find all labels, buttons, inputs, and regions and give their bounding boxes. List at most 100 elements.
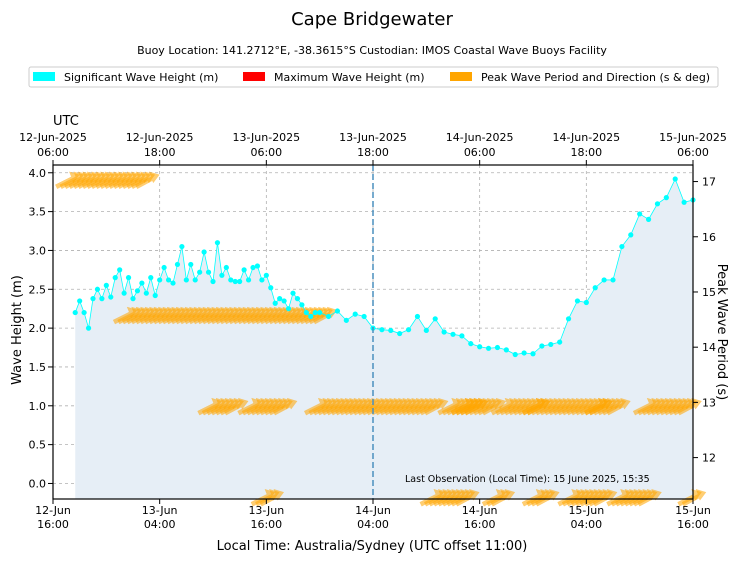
hs-point [388, 327, 394, 334]
hs-point [77, 298, 83, 304]
hs-point [108, 294, 114, 300]
period-arrow [490, 488, 516, 507]
top-tick-time: 06:00 [37, 146, 69, 159]
hs-point [81, 309, 87, 316]
hs-point [148, 275, 154, 281]
hs-point [308, 313, 314, 320]
hs-point [85, 325, 92, 331]
hs-point [423, 327, 429, 334]
hs-point [334, 308, 341, 314]
y2-tick-label: 16 [702, 231, 716, 244]
hs-point [228, 277, 234, 283]
top-tick-date: 12-Jun-2025 [126, 131, 194, 144]
hs-point [565, 316, 572, 322]
hs-point [539, 343, 545, 349]
hs-point [352, 311, 358, 317]
hs-point [112, 275, 118, 281]
period-arrows [54, 171, 707, 507]
hs-point [450, 331, 456, 337]
hs-point [325, 313, 332, 320]
hs-point [294, 296, 301, 302]
hs-point [143, 290, 149, 296]
hs-point [125, 275, 132, 281]
period-arrow [134, 171, 160, 190]
top-tick-date: 14-Jun-2025 [552, 131, 620, 144]
hs-point [494, 344, 501, 351]
period-arrow [592, 488, 618, 507]
y-axis-label: Wave Height (m) [10, 275, 25, 385]
hs-point [223, 264, 229, 271]
y-tick-label: 2.0 [29, 322, 47, 335]
legend-swatch-period [450, 72, 472, 81]
hs-point [152, 292, 158, 299]
top-axis: 12-Jun-2025 06:00 12-Jun-2025 18:00 13-Jun-2… [19, 131, 727, 165]
period-arrow [454, 488, 480, 507]
top-tick-date: 13-Jun-2025 [339, 131, 407, 144]
hs-point [99, 296, 105, 302]
hs-point [165, 277, 172, 283]
hs-point [405, 327, 412, 333]
period-arrow [637, 488, 662, 507]
top-tick-date: 15-Jun-2025 [659, 131, 727, 144]
hs-point [130, 296, 136, 302]
hs-point [161, 264, 167, 271]
y-tick-label: 0.0 [29, 477, 47, 490]
hs-point [254, 263, 261, 269]
hs-point [134, 288, 141, 294]
hs-point [241, 267, 247, 273]
hs-point [259, 277, 265, 283]
hs-point [268, 285, 274, 291]
hs-point [574, 298, 581, 304]
hs-point [201, 249, 207, 255]
period-arrow [534, 488, 560, 507]
y2-tick-label: 17 [702, 176, 716, 189]
hs-point [72, 309, 78, 316]
hs-point [468, 341, 474, 347]
hs-point [503, 347, 509, 353]
hs-point [188, 261, 194, 268]
hs-point [121, 290, 127, 296]
x-tick-time: 16:00 [37, 518, 69, 531]
y-axis: 0.0 0.5 1.0 1.5 2.0 2.5 3.0 3.5 4.0 [29, 167, 53, 490]
hs-point [592, 285, 598, 291]
hs-point [343, 317, 349, 323]
y-tick-label: 4.0 [29, 167, 47, 180]
hs-point [299, 302, 305, 308]
hs-point [210, 278, 216, 285]
hs-point [290, 290, 296, 296]
hs-point [610, 277, 616, 283]
x-axis: 12-Jun16:0013-Jun04:0013-Jun16:0014-Jun0… [35, 499, 711, 531]
hs-point [548, 341, 554, 348]
hs-point [379, 327, 385, 333]
hs-point [219, 272, 225, 278]
hs-point [245, 277, 252, 283]
hs-point [557, 339, 563, 345]
hs-point [521, 350, 527, 356]
y2-axis-label: Peak Wave Period (s) [714, 264, 729, 400]
x-tick-time: 16:00 [677, 518, 709, 531]
hs-point [272, 300, 278, 306]
x-tick-time: 16:00 [250, 518, 282, 531]
hs-point [485, 345, 492, 351]
hs-point [654, 201, 661, 207]
top-tick-time: 18:00 [357, 146, 389, 159]
x-tick-time: 16:00 [464, 518, 496, 531]
y2-tick-label: 15 [702, 286, 716, 299]
hs-point [601, 277, 607, 283]
legend-swatch-hmax [243, 72, 265, 81]
hs-point [512, 351, 518, 358]
y2-tick-label: 12 [702, 452, 716, 465]
hs-point [530, 351, 536, 357]
hs-point [179, 243, 185, 250]
hs-point [637, 211, 643, 217]
last-observation-note: Last Observation (Local Time): 15 June 2… [405, 474, 650, 485]
x-tick-date: 15-Jun [568, 504, 604, 517]
hs-point [263, 272, 269, 278]
hs-point [94, 286, 101, 292]
y-tick-label: 0.5 [29, 439, 47, 452]
hs-point [205, 269, 212, 275]
hs-point [281, 298, 287, 304]
period-arrow [223, 397, 249, 416]
hs-point [397, 330, 403, 337]
